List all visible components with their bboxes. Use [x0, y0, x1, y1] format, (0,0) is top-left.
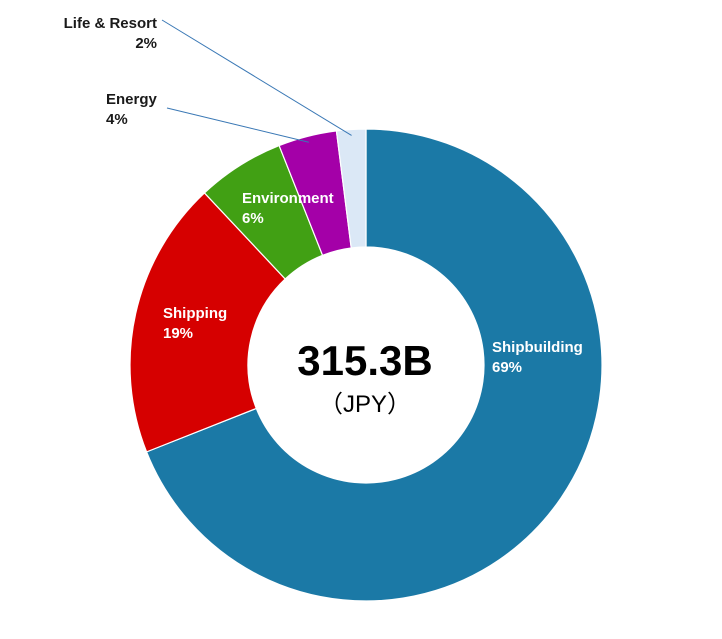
slice-labels: Shipbuilding 69% Shipping 19% Environment 6% E… — [64, 15, 583, 376]
slice-shipping — [129, 192, 287, 453]
leader-line-life-resort — [161, 19, 352, 136]
leader-line-energy — [166, 107, 309, 143]
leader-lines — [161, 19, 352, 143]
slice-value-energy: 4% — [106, 111, 128, 128]
center-total: 315.3B — [297, 337, 432, 384]
donut-slices — [129, 128, 603, 602]
slice-name-life-resort: Life & Resort — [64, 15, 157, 32]
slice-name-shipbuilding: Shipbuilding — [492, 339, 583, 356]
slice-life-resort — [335, 128, 367, 249]
center-unit: （JPY） — [319, 391, 411, 418]
slice-name-environment: Environment — [242, 190, 334, 207]
slice-value-shipping: 19% — [163, 325, 193, 342]
slice-value-shipbuilding: 69% — [492, 359, 522, 376]
slice-shipbuilding — [145, 128, 603, 602]
slice-name-shipping: Shipping — [163, 305, 227, 322]
slice-value-environment: 6% — [242, 210, 264, 227]
slice-value-life-resort: 2% — [135, 35, 157, 52]
slice-name-energy: Energy — [106, 91, 158, 108]
